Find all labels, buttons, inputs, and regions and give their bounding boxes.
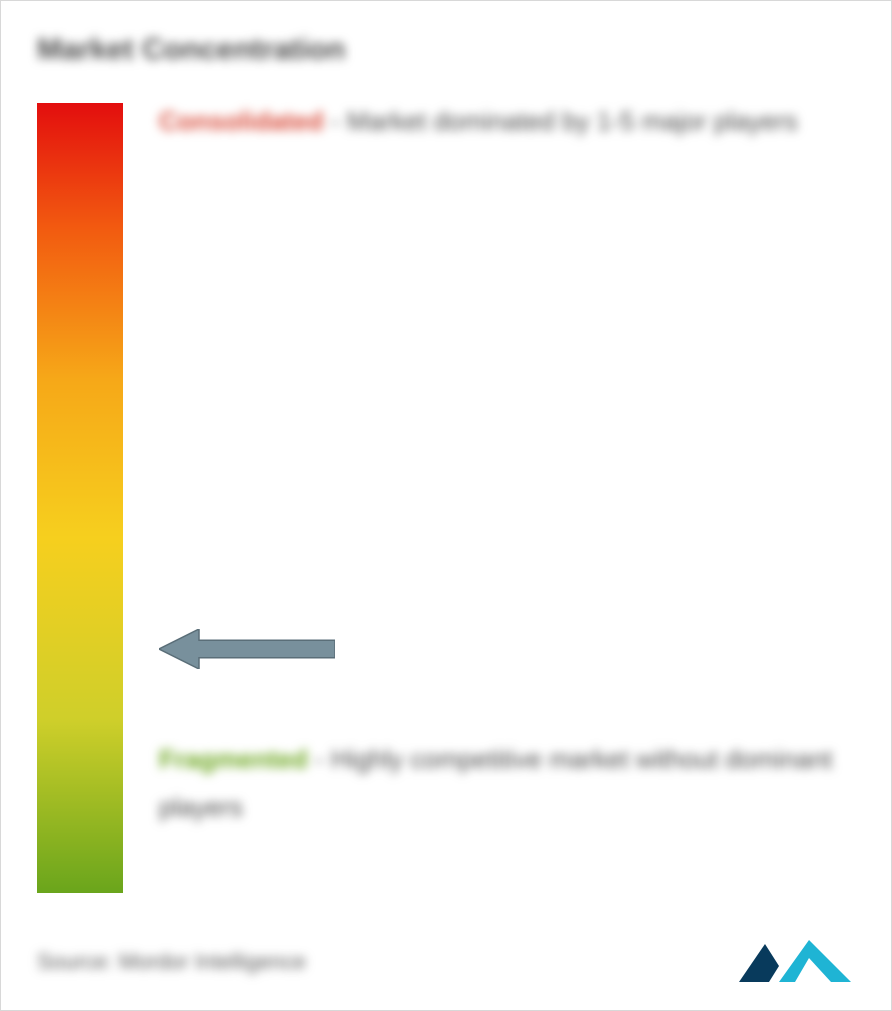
mordor-logo-icon [735, 938, 855, 986]
fragmented-keyword: Fragmented [159, 744, 308, 774]
position-arrow-icon [159, 629, 335, 669]
fragmented-label: Fragmented - Highly competitive market w… [159, 735, 855, 831]
card-title: Market Concentration [37, 33, 855, 67]
market-concentration-card: Market Concentration Consolidated - Mark… [0, 0, 892, 1011]
consolidated-description: - Market dominated by 1-5 major players [331, 106, 798, 136]
consolidated-label: Consolidated - Market dominated by 1-5 m… [159, 97, 798, 145]
labels-column: Consolidated - Market dominated by 1-5 m… [159, 103, 855, 893]
source-attribution: Source: Mordor Intelligence [37, 949, 306, 975]
concentration-gradient-bar [37, 103, 123, 893]
content-area: Consolidated - Market dominated by 1-5 m… [37, 103, 855, 893]
consolidated-keyword: Consolidated [159, 106, 324, 136]
card-footer: Source: Mordor Intelligence [37, 938, 855, 986]
